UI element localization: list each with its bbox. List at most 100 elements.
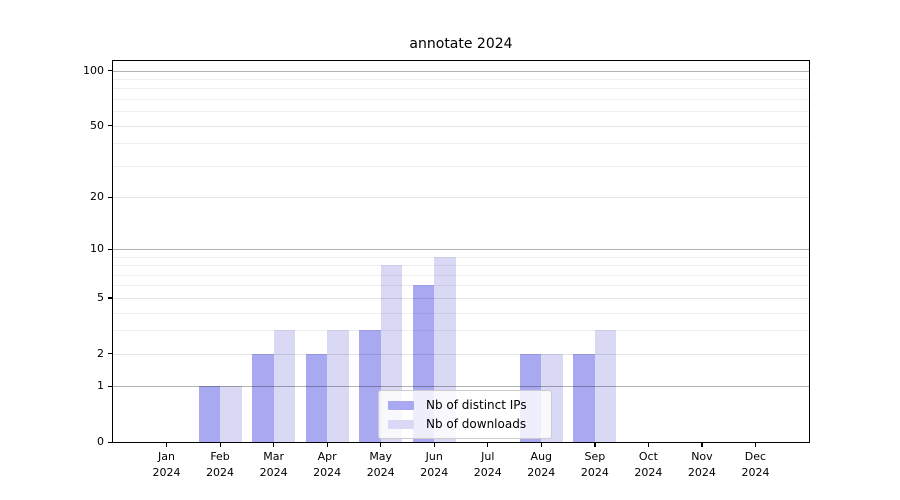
x-tick-label-jan: Jan 2024 <box>137 449 197 480</box>
x-tick-year: 2024 <box>741 465 770 479</box>
x-tick-label-nov: Nov 2024 <box>672 449 732 480</box>
y-tick-label-50: 50 <box>90 118 104 132</box>
legend-label-downloads: Nb of downloads <box>426 417 527 431</box>
x-tick-month: Dec <box>744 450 767 463</box>
x-tick-label-mar: Mar 2024 <box>244 449 304 480</box>
minor-gridline-90 <box>113 79 809 81</box>
chart-title: annotate 2024 <box>409 36 513 52</box>
y-tick-mark-2 <box>108 353 112 355</box>
bar-sep-downloads <box>594 330 617 442</box>
legend-item-downloads: Nb of downloads <box>388 416 542 432</box>
x-tick-mark-mar <box>273 443 275 447</box>
bar-may-ips <box>359 330 381 442</box>
gridline-5 <box>113 297 809 299</box>
x-tick-label-may: May 2024 <box>351 449 411 480</box>
bar-mar-ips <box>252 353 274 442</box>
y-tick-label-10: 10 <box>90 242 104 256</box>
x-tick-mark-jun <box>433 443 435 447</box>
x-tick-year: 2024 <box>313 465 342 479</box>
y-tick-mark-5 <box>108 297 112 299</box>
gridline-20 <box>113 197 809 199</box>
minor-gridline-4 <box>113 312 809 314</box>
plot-area <box>112 60 810 443</box>
x-tick-month: Jul <box>481 450 495 463</box>
x-tick-month: Nov <box>691 450 713 463</box>
y-tick-label-20: 20 <box>90 190 104 204</box>
x-tick-label-jun: Jun 2024 <box>404 449 464 480</box>
minor-gridline-70 <box>113 99 809 101</box>
y-tick-label-1: 1 <box>97 379 104 393</box>
x-tick-mark-may <box>380 443 382 447</box>
y-tick-label-5: 5 <box>97 290 104 304</box>
y-tick-label-0: 0 <box>97 435 104 448</box>
y-tick-label-100: 100 <box>83 63 104 77</box>
x-tick-label-feb: Feb 2024 <box>190 449 250 480</box>
x-tick-month: Feb <box>210 450 230 463</box>
x-tick-mark-jan <box>166 443 168 447</box>
minor-gridline-80 <box>113 88 809 90</box>
gridline-2 <box>113 353 809 355</box>
legend-swatch-downloads <box>388 419 414 429</box>
x-tick-month: Sep <box>584 450 606 463</box>
x-tick-month: Apr <box>317 450 337 463</box>
x-tick-mark-feb <box>219 443 221 447</box>
legend-item-distinct-ips: Nb of distinct IPs <box>388 397 542 413</box>
gridline-10 <box>113 249 809 251</box>
x-tick-mark-sep <box>594 443 596 447</box>
x-tick-mark-aug <box>540 443 542 447</box>
x-tick-mark-jul <box>487 443 489 447</box>
x-tick-label-apr: Apr 2024 <box>297 449 357 480</box>
minor-gridline-9 <box>113 256 809 258</box>
x-tick-label-aug: Aug 2024 <box>511 449 571 480</box>
x-tick-year: 2024 <box>687 465 716 479</box>
gridline-100 <box>113 70 809 72</box>
x-tick-year: 2024 <box>634 465 663 479</box>
x-tick-label-oct: Oct 2024 <box>618 449 678 480</box>
y-tick-mark-20 <box>108 196 112 198</box>
legend-label-distinct-ips: Nb of distinct IPs <box>426 398 527 412</box>
x-tick-mark-oct <box>647 443 650 447</box>
x-tick-mark-nov <box>701 443 703 447</box>
bar-feb-downloads <box>220 386 242 442</box>
x-tick-month: May <box>369 450 393 463</box>
bar-apr-ips <box>305 353 328 442</box>
minor-gridline-30 <box>113 165 809 167</box>
legend: Nb of distinct IPs Nb of downloads <box>378 390 552 439</box>
bar-mar-downloads <box>273 330 296 442</box>
y-tick-mark-10 <box>108 248 112 250</box>
legend-swatch-distinct-ips <box>388 400 414 410</box>
x-tick-month: Jun <box>425 450 443 463</box>
minor-gridline-8 <box>113 265 809 267</box>
gridline-1 <box>113 386 809 388</box>
minor-gridline-6 <box>113 285 809 287</box>
minor-gridline-3 <box>113 330 809 332</box>
minor-gridline-60 <box>113 111 809 113</box>
bar-sep-ips <box>573 353 595 442</box>
y-tick-label-2: 2 <box>97 346 104 360</box>
minor-gridline-40 <box>113 143 809 145</box>
y-tick-mark-50 <box>108 125 112 127</box>
x-tick-year: 2024 <box>580 465 609 479</box>
y-tick-mark-100 <box>108 70 112 72</box>
x-tick-mark-dec <box>754 443 757 447</box>
x-tick-label-sep: Sep 2024 <box>565 449 625 480</box>
x-tick-month: Aug <box>530 450 553 463</box>
x-tick-year: 2024 <box>527 465 556 479</box>
minor-gridline-7 <box>113 274 809 276</box>
x-tick-label-jul: Jul 2024 <box>458 449 518 480</box>
x-tick-label-dec: Dec 2024 <box>725 449 785 480</box>
x-tick-year: 2024 <box>473 465 502 479</box>
x-tick-year: 2024 <box>152 465 181 479</box>
x-tick-month: Oct <box>638 450 658 463</box>
gridline-50 <box>113 125 809 127</box>
x-tick-month: Jan <box>158 450 176 463</box>
x-tick-year: 2024 <box>420 465 449 479</box>
x-tick-year: 2024 <box>366 465 395 479</box>
x-tick-year: 2024 <box>206 465 235 479</box>
bar-apr-downloads <box>327 330 349 442</box>
x-tick-month: Mar <box>263 450 284 463</box>
x-tick-mark-apr <box>326 443 328 447</box>
x-tick-year: 2024 <box>259 465 288 479</box>
y-tick-mark-0 <box>108 441 112 443</box>
bar-feb-ips <box>198 386 221 442</box>
